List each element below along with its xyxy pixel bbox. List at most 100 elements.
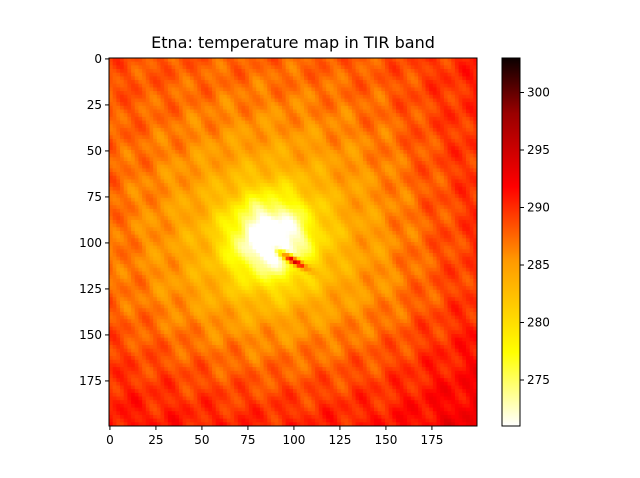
heat-cell [201, 175, 206, 181]
heat-cell [348, 98, 353, 103]
heat-cell [167, 175, 173, 181]
heat-cell [296, 116, 301, 122]
heat-cell [458, 135, 463, 140]
heat-cell [307, 186, 312, 192]
heat-cell [256, 138, 261, 144]
heat-cell [315, 135, 320, 140]
heat-cell [212, 142, 217, 147]
heat-cell [234, 76, 239, 81]
heat-cell [212, 179, 217, 184]
heat-cell [289, 201, 294, 206]
heat-cell [425, 127, 430, 133]
heat-cell [473, 227, 477, 232]
heat-cell [156, 69, 162, 74]
heat-cell [274, 161, 279, 166]
heat-cell [337, 216, 342, 221]
heat-cell [385, 127, 390, 133]
heat-cell [385, 208, 390, 214]
heat-cell [138, 113, 143, 118]
heat-cell [189, 164, 195, 169]
heat-cell [149, 105, 154, 111]
heat-cell [399, 138, 404, 144]
heat-cell [344, 208, 349, 214]
heat-cell [252, 94, 257, 100]
heat-cell [359, 91, 364, 96]
heat-cell [388, 186, 393, 192]
heat-cell [340, 183, 346, 188]
heat-cell [329, 150, 335, 155]
heat-cell [326, 172, 331, 177]
heat-cell [462, 186, 467, 192]
heat-cell [142, 83, 147, 89]
heat-cell [164, 98, 169, 103]
heat-cell [237, 179, 243, 184]
heat-cell [237, 234, 243, 239]
heat-cell [351, 201, 357, 206]
heat-cell [112, 194, 117, 199]
heat-cell [403, 208, 408, 214]
heat-cell [407, 113, 412, 118]
heat-cell [370, 65, 375, 70]
heat-cell [403, 168, 408, 173]
heat-cell [403, 94, 408, 100]
heat-cell [307, 157, 312, 162]
heat-cell [311, 91, 316, 96]
heat-cell [385, 69, 390, 74]
heat-cell [429, 138, 434, 144]
heat-cell [300, 164, 305, 169]
heat-cell [109, 105, 114, 111]
heat-cell [318, 135, 324, 140]
heat-cell [458, 179, 463, 184]
heat-cell [186, 87, 191, 92]
heat-cell [322, 142, 327, 147]
heat-cell [164, 216, 169, 221]
heat-cell [425, 234, 430, 239]
heat-cell [421, 190, 427, 195]
heat-cell [164, 197, 169, 203]
heat-cell [304, 216, 309, 221]
heat-cell [237, 124, 243, 129]
heat-cell [289, 127, 294, 133]
heat-cell [333, 131, 338, 136]
heat-cell [208, 87, 213, 92]
heat-cell [388, 87, 393, 92]
heat-cell [193, 186, 198, 192]
heat-cell [333, 172, 338, 177]
heat-cell [237, 153, 243, 158]
heat-cell [256, 157, 261, 162]
heat-cell [278, 205, 283, 210]
heat-cell [429, 83, 434, 89]
heat-cell [138, 219, 143, 225]
heat-cell [134, 142, 140, 147]
heat-cell [432, 175, 438, 181]
heat-cell [109, 69, 114, 74]
heat-cell [311, 212, 316, 217]
heat-cell [454, 142, 460, 147]
heat-cell [131, 69, 136, 74]
heat-cell [407, 131, 412, 136]
heat-cell [311, 223, 316, 228]
heat-cell [123, 94, 128, 100]
heat-cell [112, 212, 117, 217]
heat-cell [322, 76, 327, 81]
heat-cell [226, 124, 232, 129]
heat-cell [340, 116, 346, 122]
heat-cell [267, 94, 272, 100]
heat-cell [112, 113, 117, 118]
heat-cell [201, 197, 206, 203]
heat-cell [270, 146, 276, 151]
heat-cell [311, 131, 316, 136]
heat-cell [307, 146, 312, 151]
heat-cell [237, 164, 243, 169]
heat-cell [469, 65, 474, 70]
heat-cell [458, 212, 463, 217]
heat-cell [322, 205, 327, 210]
heat-cell [281, 168, 287, 173]
heat-cell [421, 76, 427, 81]
heat-cell [134, 164, 140, 169]
heat-cell [462, 234, 467, 239]
heat-cell [366, 150, 371, 155]
heat-cell [116, 161, 121, 166]
heat-cell [197, 238, 202, 243]
heat-cell [362, 190, 368, 195]
